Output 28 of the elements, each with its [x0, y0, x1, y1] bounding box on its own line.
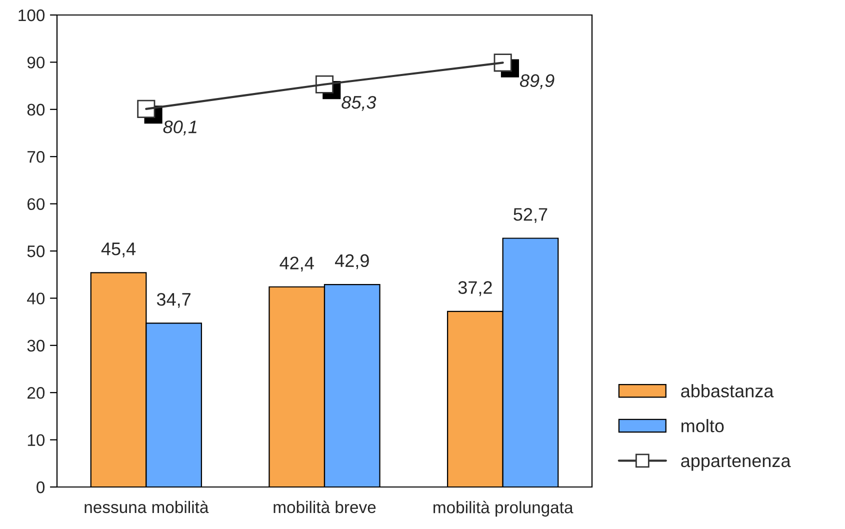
y-tick-label: 50: [27, 245, 45, 258]
legend-label: appartenenza: [681, 455, 791, 471]
y-tick-label: 70: [28, 151, 45, 163]
y-tick-label: 90: [27, 56, 45, 68]
data-label: 89,9: [520, 74, 554, 90]
y-tick-label: 10: [28, 434, 45, 446]
data-label: 45,4: [101, 242, 136, 258]
data-label: 85,3: [342, 96, 376, 111]
data-label: 42,4: [280, 256, 314, 272]
y-tick-label: 40: [27, 292, 45, 304]
x-tick-label: mobilità prolungata: [434, 500, 574, 517]
y-tick-label: 80: [27, 104, 45, 116]
legend-label: molto: [682, 419, 724, 432]
data-label: 34,7: [156, 292, 190, 308]
x-tick-label: mobilità breve: [274, 500, 376, 514]
y-tick-label: 100: [18, 9, 45, 22]
x-tick-label: nessuna mobilità: [84, 500, 209, 514]
point: [137, 100, 156, 118]
point: [494, 54, 512, 72]
y-tick-label: 60: [28, 198, 45, 210]
data-label: 52,7: [514, 208, 548, 223]
y-tick-label: 30: [27, 340, 45, 352]
legend-label: abbastanza: [681, 384, 774, 398]
y-tick-label: 0: [36, 481, 45, 494]
y-tick-label: 20: [27, 387, 45, 399]
data-label: 37,2: [458, 281, 492, 296]
data-label: 80,1: [163, 120, 196, 136]
data-label: 42,9: [334, 254, 369, 270]
